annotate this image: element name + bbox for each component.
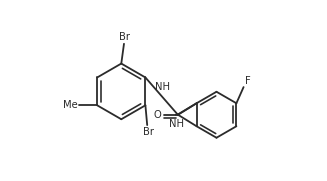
Text: O: O <box>153 110 161 120</box>
Text: NH: NH <box>169 119 184 129</box>
Text: F: F <box>245 76 251 86</box>
Text: Me: Me <box>63 100 78 110</box>
Text: Br: Br <box>119 32 130 42</box>
Text: Br: Br <box>143 127 154 136</box>
Text: NH: NH <box>155 81 170 92</box>
